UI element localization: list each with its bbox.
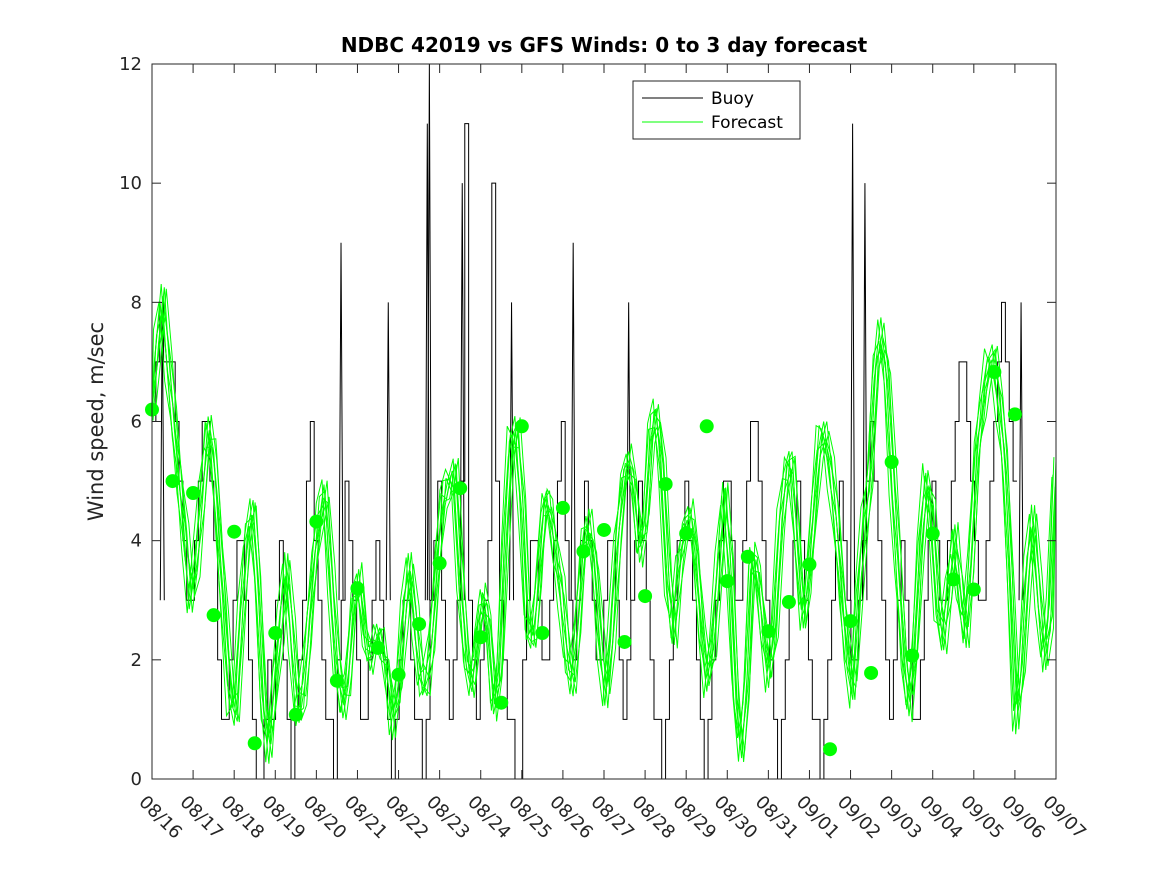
forecast-line bbox=[152, 287, 1057, 745]
forecast-marker bbox=[186, 486, 201, 500]
buoy-spike bbox=[338, 242, 344, 601]
forecast-marker bbox=[514, 419, 529, 434]
y-axis-label: Wind speed, m/sec bbox=[84, 322, 108, 521]
buoy-spike bbox=[626, 302, 632, 601]
forecast-marker bbox=[555, 500, 570, 515]
legend-box bbox=[632, 80, 801, 140]
forecast-marker bbox=[227, 524, 242, 539]
forecast-marker bbox=[535, 626, 550, 641]
forecast-line bbox=[154, 288, 1057, 752]
buoy-spike bbox=[459, 183, 465, 601]
legend-buoy-label: Buoy bbox=[711, 89, 754, 109]
legend-forecast-label: Forecast bbox=[711, 113, 783, 133]
forecast-marker bbox=[925, 526, 940, 541]
forecast-marker bbox=[720, 574, 735, 589]
forecast-marker bbox=[350, 581, 365, 596]
forecast-marker bbox=[329, 673, 344, 688]
forecast-marker bbox=[740, 549, 755, 564]
forecast-marker bbox=[843, 614, 858, 629]
forecast-marker bbox=[1007, 407, 1022, 422]
forecast-marker bbox=[309, 514, 324, 529]
forecast-series bbox=[151, 283, 1057, 764]
y-axis-ticks: 0 2 4 6 8 10 12 bbox=[119, 54, 1056, 790]
forecast-marker bbox=[638, 589, 653, 604]
forecast-marker bbox=[987, 365, 1002, 380]
forecast-marker bbox=[864, 665, 879, 680]
forecast-marker bbox=[576, 544, 591, 559]
forecast-marker bbox=[761, 624, 776, 639]
buoy-spike bbox=[509, 302, 515, 601]
buoy-spike bbox=[424, 123, 430, 601]
forecast-marker bbox=[679, 526, 694, 541]
buoy-spike bbox=[1018, 302, 1024, 601]
y-tick-label: 6 bbox=[131, 412, 142, 433]
forecast-marker bbox=[473, 630, 488, 645]
buoy-spike bbox=[850, 123, 856, 601]
forecast-marker bbox=[802, 557, 817, 572]
forecast-line bbox=[151, 283, 1055, 740]
chart-title: NDBC 42019 vs GFS Winds: 0 to 3 day fore… bbox=[341, 33, 868, 57]
forecast-marker bbox=[165, 474, 180, 489]
y-tick-label: 12 bbox=[119, 54, 142, 75]
forecast-marker bbox=[247, 736, 262, 751]
forecast-marker bbox=[884, 455, 899, 470]
forecast-marker bbox=[371, 640, 385, 655]
y-tick-label: 8 bbox=[131, 292, 142, 313]
forecast-marker bbox=[617, 634, 632, 649]
forecast-marker bbox=[966, 582, 981, 597]
forecast-marker bbox=[658, 477, 673, 492]
legend: Buoy Forecast bbox=[632, 80, 801, 140]
plot-area bbox=[145, 63, 1057, 780]
forecast-marker bbox=[206, 608, 221, 623]
buoy-spike bbox=[570, 242, 576, 601]
y-tick-label: 4 bbox=[131, 531, 142, 552]
forecast-marker bbox=[905, 648, 920, 663]
forecast-marker bbox=[453, 481, 468, 496]
forecast-marker bbox=[781, 595, 796, 610]
buoy-spike bbox=[862, 183, 868, 601]
forecast-marker bbox=[412, 617, 427, 632]
forecast-marker bbox=[946, 572, 961, 587]
forecast-marker bbox=[699, 419, 714, 434]
forecast-line bbox=[151, 312, 1056, 764]
forecast-marker bbox=[432, 556, 447, 571]
forecast-marker bbox=[597, 522, 611, 537]
forecast-markers bbox=[145, 365, 1022, 757]
forecast-marker bbox=[288, 707, 303, 722]
buoy-spike bbox=[385, 302, 391, 601]
y-tick-label: 2 bbox=[131, 650, 142, 671]
forecast-marker bbox=[494, 695, 509, 710]
y-tick-label: 10 bbox=[119, 173, 142, 194]
forecast-marker bbox=[391, 667, 406, 682]
y-tick-label: 0 bbox=[131, 769, 142, 790]
forecast-marker bbox=[268, 626, 283, 641]
forecast-marker bbox=[823, 742, 837, 757]
